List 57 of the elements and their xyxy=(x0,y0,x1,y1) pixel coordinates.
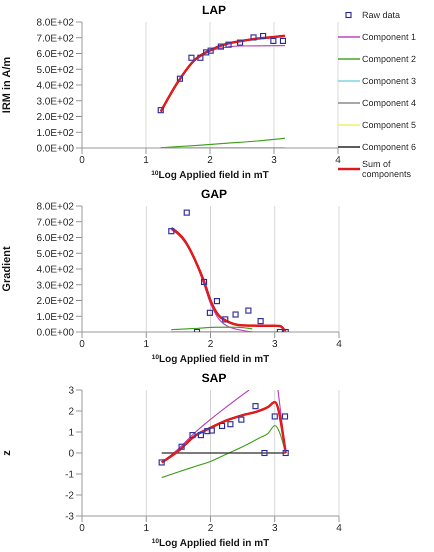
y-tick-label: -1 xyxy=(65,470,74,481)
legend-label: Raw data xyxy=(362,10,400,20)
legend-label: Sum of components xyxy=(362,159,412,179)
y-tick-label: 2.0E+02 xyxy=(36,296,74,308)
x-tick-label: 3 xyxy=(272,339,278,350)
x-tick-label: 4 xyxy=(336,339,342,350)
y-tick-label: 3.0E+02 xyxy=(36,280,74,292)
x-tick-label: 2 xyxy=(208,339,214,350)
y-tick-label: 4.0E+02 xyxy=(36,264,74,276)
y-tick-label: 8.0E+02 xyxy=(36,18,74,29)
y-axis-title: z xyxy=(0,450,13,456)
y-tick-label: 2 xyxy=(68,406,74,418)
legend-label: Component 1 xyxy=(362,32,416,42)
legend-label: Component 3 xyxy=(362,76,416,86)
y-tick-label: 0.0E+00 xyxy=(36,144,74,155)
x-axis-title: $^{10}$Log Applied field in mT xyxy=(151,170,269,181)
x-axis-title: $^{10}$Log Applied field in mT xyxy=(152,354,270,365)
x-tick-label: 1 xyxy=(143,155,150,166)
y-tick-label: 1.0E+02 xyxy=(36,312,74,323)
y-tick-label: 2.0E+02 xyxy=(36,112,74,124)
y-tick-label: 7.0E+02 xyxy=(36,217,74,228)
y-tick-label: 6.0E+02 xyxy=(36,233,74,244)
chart-title: SAP xyxy=(202,371,226,385)
y-tick-label: 1 xyxy=(68,428,74,439)
y-tick-label: 4.0E+02 xyxy=(36,80,74,92)
x-tick-label: 0 xyxy=(79,339,86,350)
y-tick-label: 8.0E+02 xyxy=(36,202,74,213)
x-tick-label: 2 xyxy=(208,523,214,534)
x-tick-label: 4 xyxy=(335,155,342,166)
x-tick-label: 3 xyxy=(271,155,278,166)
y-axis-title: Gradient xyxy=(0,246,13,292)
y-tick-label: 0.0E+00 xyxy=(36,328,74,339)
legend-label: Component 4 xyxy=(362,98,416,108)
y-tick-label: 5.0E+02 xyxy=(36,64,74,76)
x-tick-label: 0 xyxy=(79,523,86,534)
y-tick-label: 7.0E+02 xyxy=(36,33,74,44)
y-tick-label: 0 xyxy=(68,448,74,460)
y-tick-label: -3 xyxy=(65,512,74,523)
legend-label: Component 5 xyxy=(362,120,416,130)
x-tick-label: 0 xyxy=(79,155,86,166)
y-tick-label: 6.0E+02 xyxy=(36,49,74,60)
x-tick-label: 2 xyxy=(207,155,214,166)
y-tick-label: 3 xyxy=(68,386,74,397)
x-tick-label: 4 xyxy=(336,523,342,534)
x-axis-title: $^{10}$Log Applied field in mT xyxy=(152,538,270,549)
x-tick-label: 1 xyxy=(143,523,150,534)
y-tick-label: -2 xyxy=(65,490,74,502)
legend-label: Component 6 xyxy=(362,142,416,152)
legend-label: Component 2 xyxy=(362,54,416,64)
y-tick-label: 1.0E+02 xyxy=(36,128,74,139)
chart-title: LAP xyxy=(202,3,226,17)
chart-title: GAP xyxy=(200,187,228,201)
y-axis-title: IRM in A/m xyxy=(0,56,13,114)
y-tick-label: 3.0E+02 xyxy=(36,96,74,108)
x-tick-label: 3 xyxy=(272,523,278,534)
x-tick-label: 1 xyxy=(143,339,150,350)
y-tick-label: 5.0E+02 xyxy=(36,248,74,260)
